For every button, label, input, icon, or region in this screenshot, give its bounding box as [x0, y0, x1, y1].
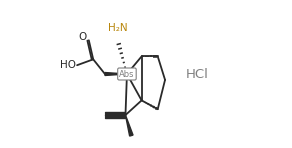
Text: Abs: Abs	[119, 70, 135, 78]
Text: HCl: HCl	[186, 67, 209, 81]
Text: O: O	[78, 32, 87, 42]
Polygon shape	[105, 73, 127, 75]
Text: HO: HO	[60, 60, 76, 70]
Text: H₂N: H₂N	[108, 23, 128, 33]
Polygon shape	[126, 115, 133, 136]
